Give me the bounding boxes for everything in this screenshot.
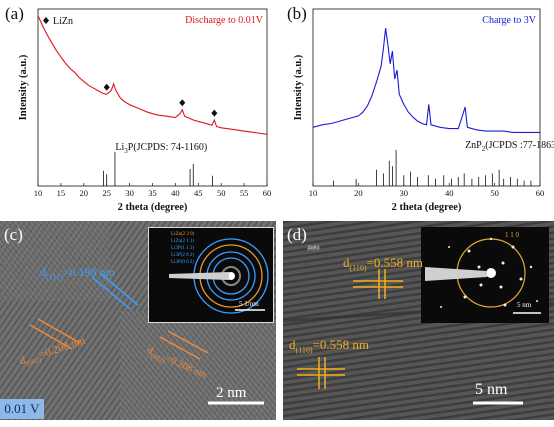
series-line — [312, 28, 540, 133]
x-tick-label: 25 — [102, 188, 111, 198]
tem-image-d: (d) ZnP2 1 1 0 5 nm d(1 — [283, 221, 554, 420]
panel-label-c: (c) — [4, 225, 23, 244]
d-spacing-110-bottom: d(110)=0.558 nm — [289, 337, 369, 355]
lizn-marker — [211, 109, 218, 117]
lattice-marks-d — [297, 269, 523, 405]
x-tick-label: 60 — [263, 188, 272, 198]
saed-inset-d: 1 1 0 5 nm — [421, 227, 549, 323]
reference-label: ZnP2(JCPDS :77-1863) — [465, 140, 554, 153]
x-tick-label: 20 — [80, 188, 89, 198]
lattice-marks-c — [29, 272, 264, 405]
voltage-badge: 0.01 V — [0, 399, 44, 419]
legend-marker — [43, 17, 49, 24]
marker-legend-label: LiZn — [53, 16, 73, 27]
saed-ring-label-2: LiZn(2 1 1) — [171, 239, 195, 244]
saed-ring-label-1: LiZn(2 2 0) — [171, 232, 195, 237]
tem-image-c: (c) LiZn(2 2 0) LiZn(2 1 1) Li3P(1 1 2) … — [0, 221, 276, 420]
plot-frame — [312, 8, 541, 187]
corner-tag-d: ZnP2 — [307, 246, 320, 251]
panel-label-a: (a) — [5, 4, 24, 23]
x-tick-label: 60 — [536, 188, 545, 198]
y-axis-label: Intensity (a.u.) — [293, 54, 304, 120]
x-tick-label: 30 — [400, 188, 409, 198]
lizn-marker — [179, 99, 186, 107]
saed-scale-label: 5 1/nm — [239, 300, 259, 308]
x-tick-label: 15 — [57, 188, 66, 198]
saed-ring-label-4: Li3P(2 0 2) — [171, 253, 195, 258]
series-line — [37, 15, 268, 135]
x-tick-label: 30 — [125, 188, 134, 198]
panel-label-d: (d) — [287, 225, 307, 244]
x-tick-label: 40 — [171, 188, 180, 198]
y-axis-label: Intensity (a.u.) — [18, 54, 29, 120]
scale-bar-label-c: 2 nm — [216, 385, 247, 401]
x-tick-label: 50 — [490, 188, 499, 198]
x-axis-label: 2 theta (degree) — [392, 202, 462, 213]
legend-label: Charge to 3V — [482, 15, 536, 26]
x-tick-label: 20 — [354, 188, 363, 198]
lizn-marker — [103, 83, 110, 91]
x-tick-label: 55 — [240, 188, 249, 198]
x-tick-label: 35 — [148, 188, 157, 198]
saed-spot-label: 1 1 0 — [505, 231, 519, 239]
x-tick-label: 45 — [194, 188, 203, 198]
x-axis-label: 2 theta (degree) — [118, 202, 188, 213]
x-tick-label: 40 — [445, 188, 454, 198]
saed-scale-label-d: 5 nm — [517, 301, 532, 309]
saed-inset-c: LiZn(2 2 0) LiZn(2 1 1) Li3P(1 1 2) Li3P… — [148, 227, 274, 323]
reference-label: Li3P(JCPDS: 74-1160) — [115, 142, 207, 155]
saed-ring-label-5: Li3P(0 0 2) — [171, 260, 195, 265]
x-tick-label: 10 — [34, 188, 43, 198]
saed-ring-label-3: Li3P(1 1 2) — [171, 246, 195, 251]
x-tick-label: 50 — [217, 188, 226, 198]
tem-lattice-texture-c — [0, 221, 276, 420]
scale-bar-label-d: 5 nm — [475, 381, 508, 398]
x-tick-label: 10 — [309, 188, 318, 198]
d-spacing-110-top: d(110)=0.558 nm — [343, 255, 423, 273]
panel-label-b: (b) — [287, 4, 307, 23]
legend-label: Discharge to 0.01V — [185, 15, 264, 26]
